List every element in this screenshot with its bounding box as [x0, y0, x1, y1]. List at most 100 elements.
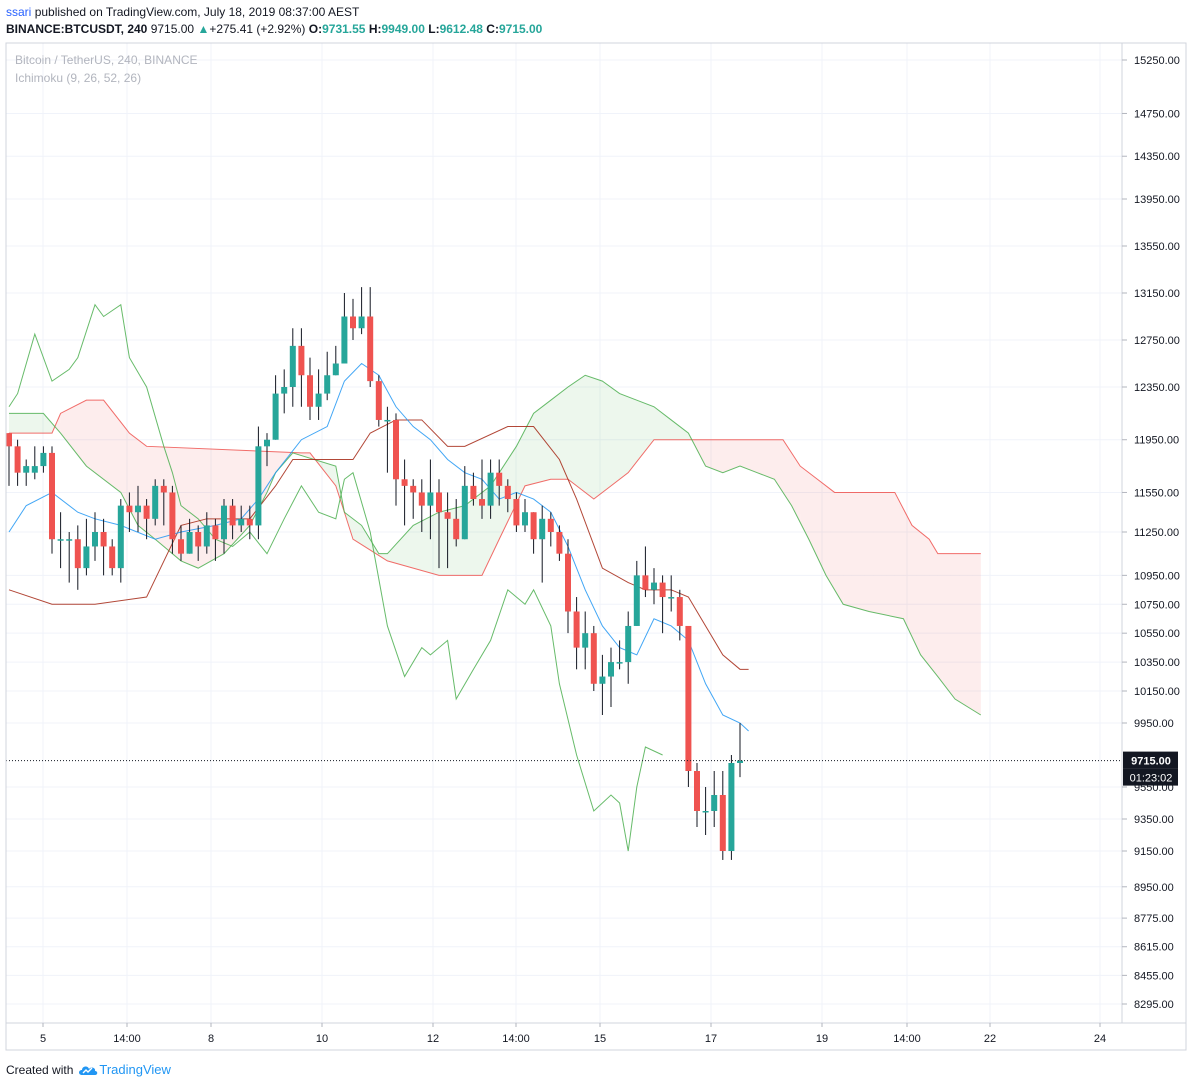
- cloud-segment: [727, 439, 732, 472]
- cloud-segment: [568, 384, 573, 483]
- cloud-segment: [795, 459, 801, 523]
- x-tick-label: 14:00: [502, 1033, 530, 1045]
- y-tick-label: 11550.00: [1134, 487, 1179, 499]
- cloud-segment: [202, 448, 207, 566]
- cloud-segment: [77, 402, 83, 461]
- candle-body: [350, 316, 356, 329]
- cloud-segment: [916, 528, 921, 655]
- candle: [160, 479, 167, 526]
- cloud-segment: [890, 492, 895, 617]
- candle-body: [522, 512, 528, 526]
- candle: [178, 525, 184, 561]
- cloud-segment: [826, 485, 831, 583]
- indicator-legend[interactable]: Ichimoku (9, 26, 52, 26): [15, 71, 142, 85]
- cloud-segment: [39, 413, 44, 434]
- cloud-segment: [946, 553, 951, 693]
- cloud-segment: [99, 400, 104, 480]
- candle-body: [565, 553, 571, 612]
- candle: [728, 755, 735, 860]
- price-badge-text: 9715.00: [1131, 756, 1171, 768]
- cloud-segment: [107, 405, 113, 486]
- cloud-segment: [112, 411, 117, 490]
- symbol-label: BINANCE:BTCUSDT, 240: [6, 22, 148, 36]
- candle: [436, 479, 442, 569]
- cloud-segment: [64, 408, 70, 445]
- cloud-segment: [636, 400, 642, 462]
- x-tick-label: 12: [427, 1033, 439, 1045]
- candle-body: [143, 505, 150, 519]
- candle: [556, 525, 563, 561]
- y-tick-label: 10750.00: [1134, 599, 1180, 611]
- ohlc-header: BINANCE:BTCUSDT, 240 9715.00 ▲+275.41 (+…: [6, 22, 543, 36]
- cloud-segment: [241, 450, 246, 535]
- candle-body: [83, 546, 90, 569]
- candle-body: [582, 633, 589, 648]
- candle-body: [255, 446, 262, 526]
- symbol-legend[interactable]: Bitcoin / TetherUS, 240, BINANCE: [15, 53, 198, 67]
- candle-body: [238, 518, 245, 526]
- cloud-segment: [129, 433, 134, 518]
- cloud-segment: [391, 544, 396, 564]
- y-tick-label: 10150.00: [1134, 686, 1180, 698]
- candle: [169, 485, 176, 554]
- cloud-segment: [770, 439, 775, 480]
- candle: [522, 499, 528, 532]
- candle: [307, 357, 313, 420]
- cloud-segment: [821, 482, 826, 576]
- cloud-segment: [146, 446, 151, 536]
- cloud-segment: [486, 485, 491, 567]
- candle: [272, 375, 279, 440]
- cloud-segment: [181, 447, 186, 563]
- candle-body: [229, 505, 236, 526]
- cloud-segment: [950, 553, 955, 699]
- cloud-segment: [482, 489, 487, 576]
- cloud-segment: [813, 475, 818, 558]
- cloud-segment: [331, 464, 336, 486]
- candle-body: [66, 539, 73, 541]
- cloud-segment: [408, 525, 414, 569]
- y-tick-label: 13550.00: [1134, 241, 1180, 253]
- y-tick-label: 12350.00: [1134, 382, 1180, 394]
- cloud-segment: [856, 492, 861, 610]
- cloud-segment: [907, 517, 912, 637]
- cloud-segment: [722, 439, 728, 473]
- cloud-segment: [13, 413, 18, 434]
- close-value: 9715.00: [498, 22, 543, 36]
- candle-body: [608, 662, 614, 677]
- candle-body: [659, 582, 666, 598]
- cloud-segment: [623, 395, 629, 476]
- cloud-segment: [275, 451, 280, 473]
- candle-body: [117, 505, 124, 569]
- cloud-segment: [834, 492, 839, 598]
- cloud-segment: [30, 413, 35, 434]
- author-link[interactable]: ssari: [6, 5, 32, 19]
- cloud-segment: [365, 532, 371, 551]
- y-tick-label: 9950.00: [1134, 718, 1174, 730]
- cloud-segment: [585, 375, 590, 496]
- open-value: 9731.55: [322, 22, 366, 36]
- cloud-segment: [619, 393, 624, 480]
- candle: [737, 723, 743, 778]
- y-tick-label: 11950.00: [1134, 435, 1179, 447]
- cloud-segment: [451, 507, 457, 576]
- cloud-segment: [847, 492, 852, 607]
- cloud-segment: [877, 492, 882, 615]
- cloud-segment: [267, 451, 272, 493]
- candle: [504, 479, 511, 513]
- candle: [496, 459, 503, 506]
- candle-body: [616, 662, 623, 664]
- candle: [608, 647, 614, 707]
- cloud-segment: [387, 548, 392, 563]
- cloud-segment: [817, 479, 822, 567]
- candle: [255, 426, 262, 540]
- y-tick-label: 8615.00: [1134, 942, 1174, 954]
- cloud-segment: [761, 439, 766, 476]
- y-tick-label: 13950.00: [1134, 194, 1180, 206]
- cloud-segment: [757, 439, 762, 475]
- candle-body: [504, 485, 511, 500]
- cloud-segment: [937, 553, 943, 682]
- y-tick-label: 10350.00: [1134, 657, 1180, 669]
- tradingview-logo[interactable]: TradingView: [77, 1062, 171, 1077]
- cloud-segment: [456, 506, 461, 576]
